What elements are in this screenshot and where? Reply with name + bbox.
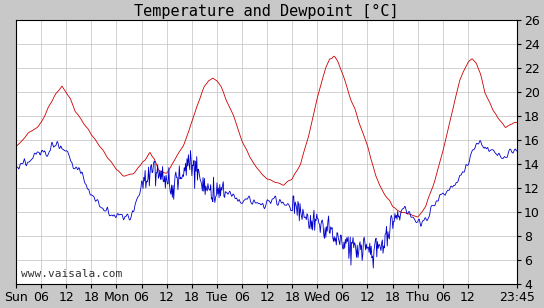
- Text: www.vaisala.com: www.vaisala.com: [21, 269, 122, 279]
- Title: Temperature and Dewpoint [°C]: Temperature and Dewpoint [°C]: [134, 4, 399, 19]
